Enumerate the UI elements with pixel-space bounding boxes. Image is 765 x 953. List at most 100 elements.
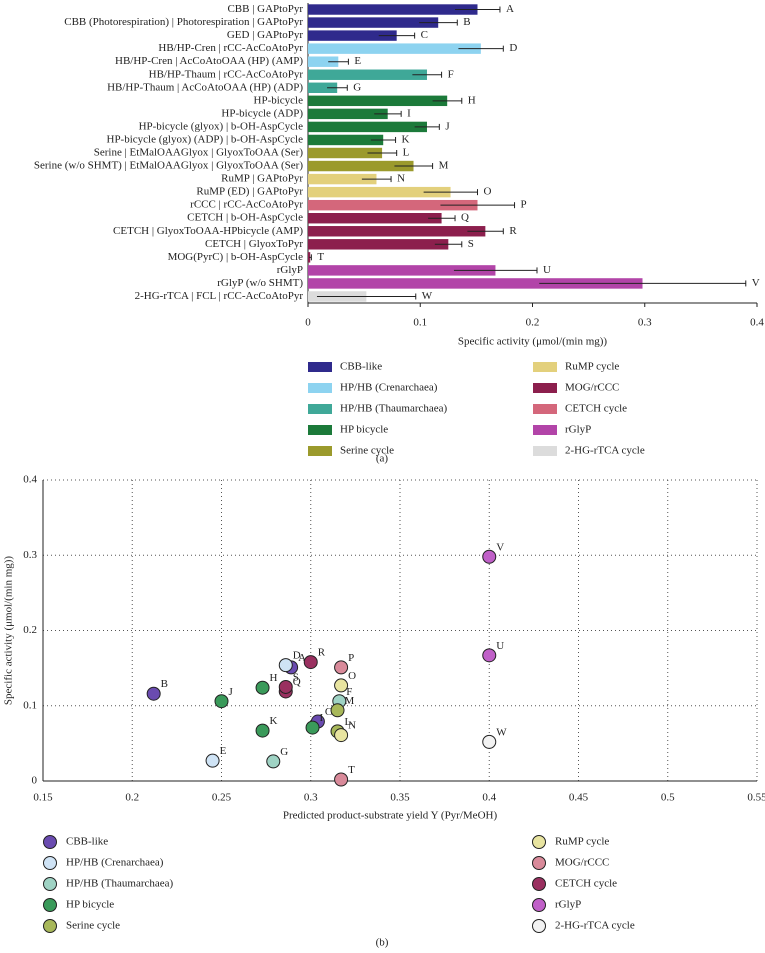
point-label: I (320, 712, 324, 724)
error-bar (367, 150, 398, 156)
x-tick-label: 0.15 (33, 792, 53, 804)
legend-swatch (533, 446, 557, 456)
point (278, 679, 293, 694)
legend-label: Serine cycle (340, 445, 394, 457)
error-bar (370, 136, 397, 143)
bar (308, 226, 486, 237)
error-bar (378, 32, 416, 39)
bar-letter: I (407, 107, 411, 119)
point (334, 772, 349, 787)
point-label: E (220, 745, 227, 757)
bar (308, 4, 478, 15)
bar (308, 239, 449, 250)
point-label: N (348, 720, 356, 732)
bar (308, 121, 427, 133)
point-label: P (348, 652, 354, 664)
bar (308, 43, 481, 54)
legend-label: RuMP cycle (555, 836, 609, 848)
bar-letter: D (509, 42, 517, 54)
category-label: GED | GAPtoPyr (227, 29, 303, 41)
legend-label: rGlyP (565, 424, 591, 436)
y-tick-label: 0 (32, 775, 38, 787)
legend-label: CBB-like (340, 361, 382, 373)
legend-label: HP/HB (Thaumarchaea) (340, 403, 448, 415)
bar-letter: T (317, 251, 324, 263)
category-label: HB/HP-Thaum | AcCoAtoOAA (HP) (ADP) (107, 81, 303, 93)
legend-swatch (533, 383, 557, 393)
legend-label: HP/HB (Crenarchaea) (66, 857, 164, 869)
legend-label: HP bicycle (66, 899, 114, 911)
error-bar (361, 176, 392, 183)
error-bar (419, 19, 458, 26)
bar (308, 147, 383, 159)
category-label: CETCH | b-OH-AspCycle (187, 212, 303, 224)
category-label: HB/HP-Cren | AcCoAtoOAA (HP) (AMP) (115, 55, 303, 67)
legend-marker (532, 919, 546, 933)
point (255, 723, 270, 738)
bar-letter: A (506, 3, 514, 15)
legend-label: HP/HB (Crenarchaea) (340, 382, 438, 394)
point-label: J (229, 686, 234, 698)
point (214, 694, 229, 709)
bar-letter: B (463, 16, 470, 28)
x-tick-label: 0.35 (390, 792, 410, 804)
point (266, 754, 281, 769)
x-tick-label: 0.2 (125, 792, 139, 804)
point-label: R (318, 647, 326, 659)
point-label: L (345, 716, 352, 728)
category-label: HP-bicycle (254, 94, 304, 106)
caption: (b) (376, 937, 389, 949)
point-label: U (496, 640, 504, 652)
category-label: 2-HG-rTCA | FCL | rCC-AcCoAtoPyr (135, 290, 304, 302)
bar (308, 160, 414, 172)
category-label: RuMP (ED) | GAPtoPyr (196, 186, 303, 198)
error-bar (458, 45, 504, 52)
point (330, 703, 345, 718)
bar (308, 134, 384, 146)
legend-label: Serine cycle (66, 920, 120, 932)
bar-letter: P (521, 199, 527, 211)
legend-label: HP bicycle (340, 424, 388, 436)
point-label: W (496, 726, 507, 738)
y-tick-label: 0.3 (23, 549, 37, 561)
point (305, 720, 320, 735)
legend-label: 2-HG-rTCA cycle (555, 920, 635, 932)
bar (308, 95, 448, 107)
point-label: O (348, 670, 356, 682)
bar-letter: E (354, 55, 361, 67)
legend-swatch (308, 446, 332, 456)
point (334, 660, 349, 675)
legend-swatch (308, 362, 332, 372)
point (205, 753, 220, 768)
point (303, 655, 318, 670)
point (482, 549, 497, 564)
category-label: HP-bicycle (glyox) (ADP) | b-OH-AspCycle (107, 133, 304, 145)
x-tick-label: 0.45 (569, 792, 589, 804)
bar-letter: L (403, 147, 410, 159)
error-bar (455, 6, 501, 13)
point-label: A (298, 652, 306, 664)
point-label: M (345, 695, 355, 707)
legend-swatch (533, 362, 557, 372)
legend-label: CETCH cycle (565, 403, 627, 415)
x-tick-label: 0.55 (747, 792, 765, 804)
error-bar (412, 71, 443, 78)
bar-letter: R (509, 225, 517, 237)
legend-marker (43, 856, 57, 870)
error-bar (428, 215, 456, 222)
x-tick-label: 0.5 (661, 792, 675, 804)
category-label: Serine | EtMalOAAGlyox | GlyoxToOAA (Ser… (94, 147, 304, 159)
category-label: rCCC | rCC-AcCoAtoPyr (190, 199, 303, 211)
bar (308, 173, 377, 185)
point-label: V (496, 541, 504, 553)
point-label: F (346, 686, 352, 698)
bar-letter: F (448, 68, 454, 80)
point-label: H (270, 672, 278, 684)
legend-label: CBB-like (66, 836, 108, 848)
y-axis-title: Specific activity (μmol/(min mg)) (3, 556, 15, 706)
point (334, 728, 349, 743)
y-tick-label: 0.2 (23, 624, 37, 636)
legend-swatch (533, 425, 557, 435)
x-tick-label: 0.1 (413, 317, 427, 329)
